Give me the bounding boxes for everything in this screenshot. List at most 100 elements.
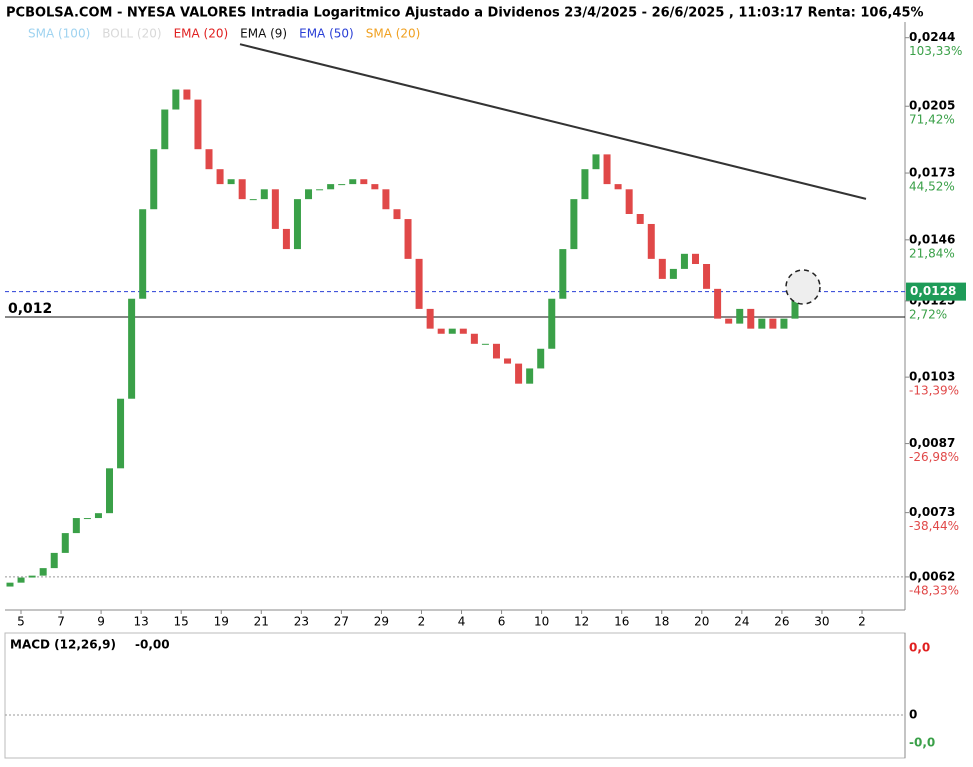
candle bbox=[470, 333, 478, 344]
legend-entry: EMA (9) bbox=[240, 27, 287, 41]
candle bbox=[791, 298, 799, 319]
macd-value: -0,00 bbox=[135, 638, 170, 652]
x-tick-label: 12 bbox=[574, 615, 589, 629]
candle bbox=[17, 577, 25, 583]
candle bbox=[603, 154, 611, 185]
legend-entry: EMA (50) bbox=[299, 27, 354, 41]
candle bbox=[227, 179, 235, 185]
x-tick-label: 13 bbox=[134, 615, 149, 629]
y-tick-label: 0,0173 bbox=[909, 166, 955, 180]
candle bbox=[94, 513, 102, 519]
x-tick-label: 20 bbox=[694, 615, 709, 629]
candle bbox=[492, 343, 500, 359]
y-tick-return: 103,33% bbox=[909, 44, 962, 58]
candle bbox=[437, 328, 445, 334]
candle bbox=[349, 179, 357, 185]
candle bbox=[725, 318, 733, 324]
candle bbox=[117, 398, 125, 469]
candle bbox=[415, 258, 423, 309]
x-tick-label: 18 bbox=[654, 615, 669, 629]
candle bbox=[481, 343, 489, 345]
candle bbox=[338, 184, 346, 186]
candle bbox=[658, 258, 666, 279]
x-tick-label: 2 bbox=[858, 615, 866, 629]
candle bbox=[526, 368, 534, 384]
candle bbox=[581, 169, 589, 200]
candle bbox=[205, 149, 213, 170]
candle bbox=[714, 288, 722, 319]
x-tick-label: 23 bbox=[294, 615, 309, 629]
candle bbox=[260, 189, 268, 200]
y-tick-label: 0,0146 bbox=[909, 232, 955, 246]
candle bbox=[647, 223, 655, 259]
candle bbox=[736, 308, 744, 324]
candle bbox=[758, 318, 766, 329]
candle bbox=[72, 518, 80, 534]
candle bbox=[61, 533, 69, 553]
y-tick-label: 0,0205 bbox=[909, 99, 955, 113]
candle bbox=[448, 328, 456, 334]
last-price-badge bbox=[906, 282, 966, 301]
candle bbox=[559, 249, 567, 299]
trendline bbox=[239, 43, 867, 200]
y-tick-label: 0,0073 bbox=[909, 505, 955, 519]
x-tick-label: 15 bbox=[174, 615, 189, 629]
x-tick-label: 2 bbox=[418, 615, 426, 629]
candle bbox=[83, 518, 91, 520]
candle bbox=[691, 253, 699, 265]
candle bbox=[371, 184, 379, 190]
candle bbox=[426, 308, 434, 329]
candle bbox=[50, 552, 58, 569]
candle bbox=[106, 468, 114, 514]
y-tick-label: 0,0062 bbox=[909, 569, 955, 583]
candle bbox=[172, 89, 180, 110]
candle bbox=[194, 99, 202, 150]
candle bbox=[271, 189, 279, 229]
y-tick-return: -38,44% bbox=[909, 519, 959, 533]
candle bbox=[128, 298, 136, 399]
x-tick-label: 5 bbox=[17, 615, 25, 629]
candle bbox=[161, 109, 169, 150]
candle bbox=[150, 149, 158, 210]
candle bbox=[183, 89, 191, 100]
last-price-label: 0,0128 bbox=[910, 284, 956, 298]
x-tick-label: 9 bbox=[97, 615, 105, 629]
candle bbox=[537, 348, 545, 369]
candle bbox=[780, 318, 788, 329]
candle bbox=[238, 179, 246, 200]
y-tick-return: 44,52% bbox=[909, 180, 955, 194]
candle bbox=[327, 184, 335, 190]
candle bbox=[548, 298, 556, 349]
candle bbox=[769, 318, 777, 329]
candle bbox=[139, 209, 147, 299]
candle bbox=[39, 568, 47, 576]
candle bbox=[360, 179, 368, 185]
macd-tick-label: 0,0 bbox=[909, 641, 930, 655]
chart-title: PCBOLSA.COM - NYESA VALORES Intradia Log… bbox=[6, 6, 924, 21]
candle bbox=[393, 209, 401, 220]
y-tick-label: 0,0103 bbox=[909, 370, 955, 384]
y-tick-return: 71,42% bbox=[909, 113, 955, 127]
x-tick-label: 21 bbox=[254, 615, 269, 629]
candle bbox=[316, 189, 324, 191]
macd-title: MACD (12,26,9) bbox=[10, 638, 116, 652]
y-tick-label: 0,0244 bbox=[909, 30, 955, 44]
candle bbox=[625, 189, 633, 214]
x-tick-label: 19 bbox=[214, 615, 229, 629]
y-tick-return: -48,33% bbox=[909, 583, 959, 597]
legend-entry: SMA (20) bbox=[366, 27, 421, 41]
y-tick-return: -13,39% bbox=[909, 384, 959, 398]
legend-entry: BOLL (20) bbox=[102, 27, 161, 41]
y-tick-return: -26,98% bbox=[909, 450, 959, 464]
candle bbox=[28, 575, 36, 578]
candle bbox=[249, 199, 257, 201]
candle bbox=[592, 154, 600, 170]
x-tick-label: 30 bbox=[814, 615, 829, 629]
candle bbox=[6, 582, 14, 587]
x-tick-label: 27 bbox=[334, 615, 349, 629]
x-tick-label: 4 bbox=[458, 615, 466, 629]
candle bbox=[680, 253, 688, 269]
candle bbox=[293, 199, 301, 250]
candle bbox=[305, 189, 313, 200]
x-tick-label: 29 bbox=[374, 615, 389, 629]
